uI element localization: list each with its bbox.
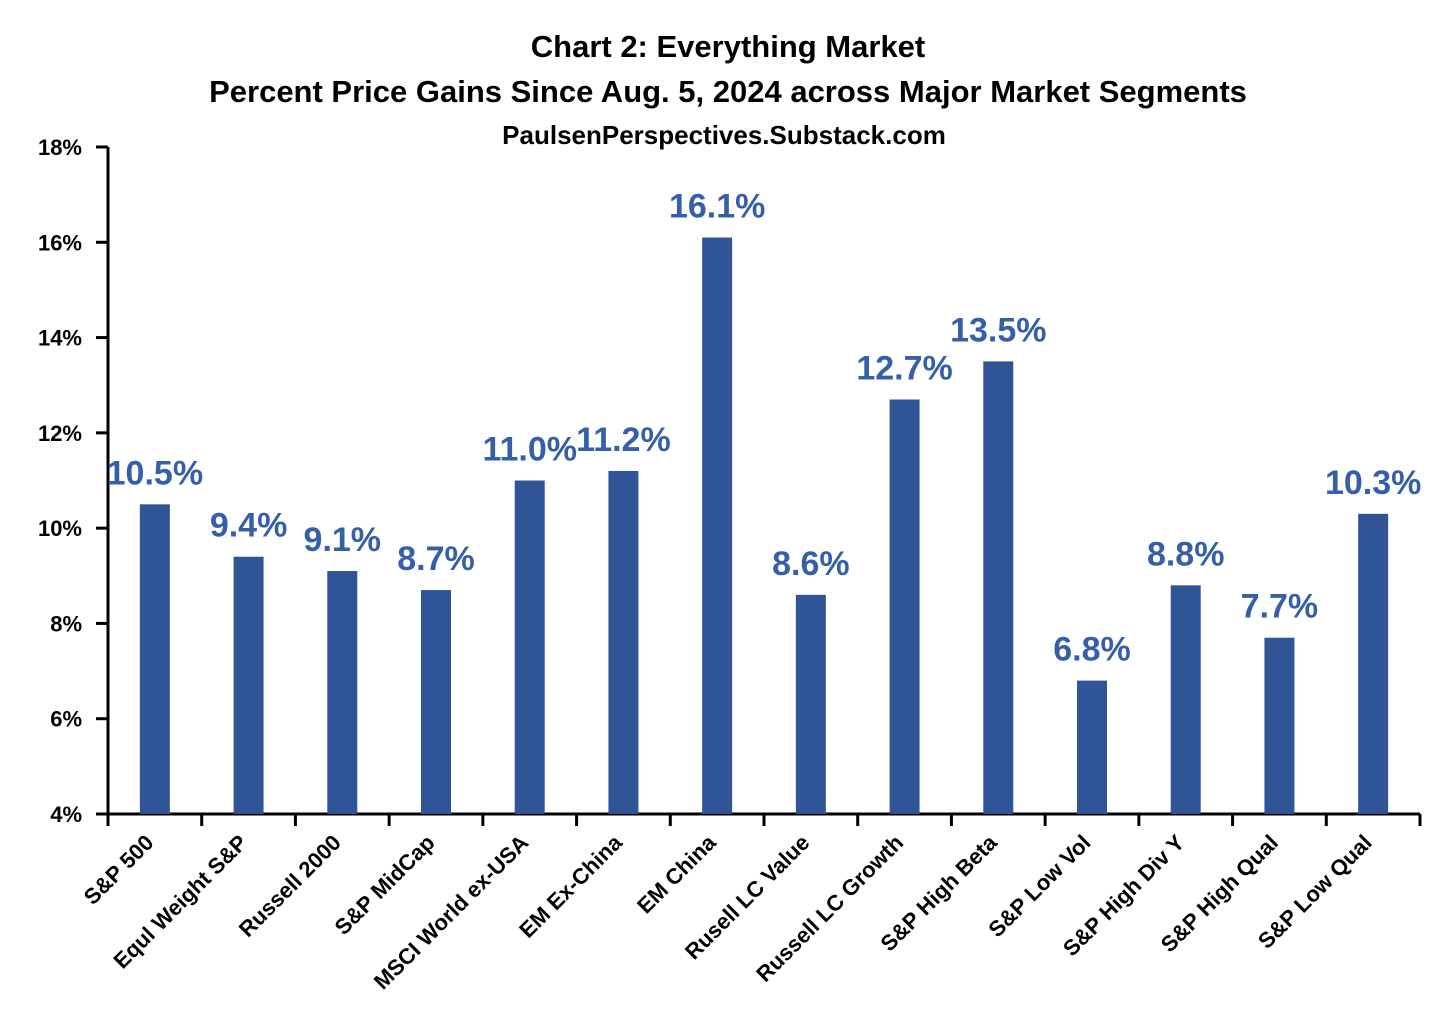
value-label: 8.7%	[397, 540, 475, 578]
x-tick-label: S&P 500	[79, 830, 159, 910]
y-tick-label: 14%	[38, 326, 82, 351]
chart-title: Chart 2: Everything Market	[531, 29, 926, 64]
value-label: 8.6%	[772, 545, 850, 583]
chart-source: PaulsenPerspectives.Substack.com	[502, 120, 946, 150]
bar	[233, 556, 264, 814]
bar	[983, 361, 1014, 814]
value-label: 9.1%	[304, 521, 382, 559]
bar	[889, 399, 920, 814]
bar	[421, 590, 451, 814]
bar	[327, 571, 358, 814]
x-tick-label: EM China	[632, 829, 721, 918]
y-tick-label: 8%	[50, 611, 82, 636]
bar	[702, 237, 733, 814]
y-tick-label: 12%	[38, 421, 82, 446]
bar	[514, 480, 545, 814]
bar	[1264, 637, 1295, 814]
y-tick-label: 18%	[38, 135, 82, 160]
y-tick-label: 16%	[38, 230, 82, 255]
y-tick-label: 10%	[38, 516, 82, 541]
value-label: 7.7%	[1241, 588, 1319, 626]
bar	[139, 504, 170, 814]
chart-subtitle: Percent Price Gains Since Aug. 5, 2024 a…	[209, 74, 1247, 109]
y-tick-label: 4%	[50, 802, 82, 827]
value-label: 12.7%	[856, 350, 952, 388]
bar	[1077, 680, 1107, 814]
y-tick-label: 6%	[50, 707, 82, 732]
value-label: 6.8%	[1053, 631, 1131, 669]
value-label: 10.3%	[1325, 464, 1421, 502]
bar	[608, 470, 639, 814]
value-label: 13.5%	[950, 311, 1046, 349]
value-label: 11.0%	[482, 431, 577, 469]
bar	[795, 594, 826, 814]
x-tick-label: MSCI World ex-USA	[369, 830, 533, 994]
value-label: 9.4%	[210, 507, 288, 545]
bar	[1358, 513, 1389, 814]
value-label: 16.1%	[669, 188, 765, 226]
bar	[1170, 585, 1201, 814]
value-label: 8.8%	[1147, 535, 1225, 573]
value-label: 10.5%	[107, 454, 203, 492]
value-label: 11.2%	[576, 421, 671, 459]
